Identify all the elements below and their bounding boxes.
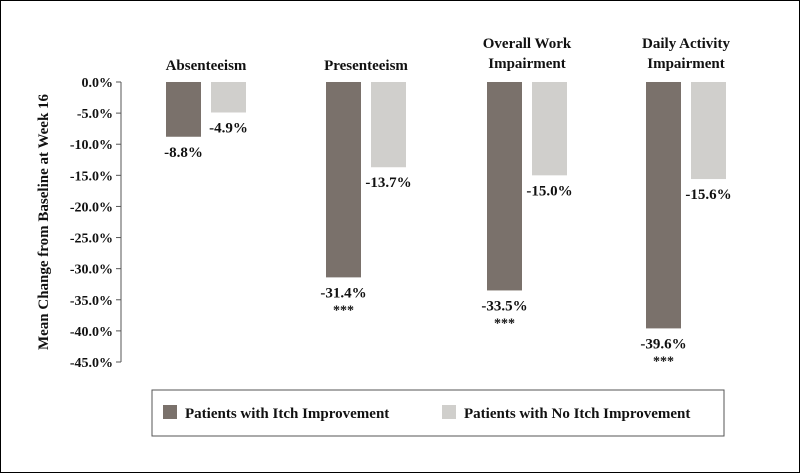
data-label: -15.0%: [526, 183, 572, 199]
y-tick-label: -30.0%: [70, 263, 113, 278]
y-tick-label: -45.0%: [70, 356, 113, 371]
legend-label: Patients with Itch Improvement: [185, 406, 389, 422]
significance-marker: ***: [494, 316, 515, 331]
data-label: -31.4%: [320, 285, 366, 301]
legend-box: [151, 389, 725, 437]
data-label: -15.6%: [685, 187, 731, 203]
bar-no-itch-improvement: [371, 82, 406, 168]
bars: [166, 82, 726, 329]
y-tick-label: -35.0%: [70, 294, 113, 309]
bar-itch-improvement: [646, 82, 681, 329]
bar-itch-improvement: [166, 82, 201, 137]
y-tick-label: -20.0%: [70, 200, 113, 215]
significance-marker: ***: [333, 303, 354, 318]
category-label: Absenteeism: [166, 58, 247, 74]
y-tick-label: 0.0%: [82, 76, 114, 91]
data-labels: -8.8% -31.4% *** -33.5% *** -39.6% *** -4.9% -13…: [164, 120, 732, 369]
data-label: -13.7%: [365, 175, 411, 191]
legend-label: Patients with No Itch Improvement: [464, 406, 690, 422]
y-axis-ticks: 0.0% -5.0% -10.0% -15.0% -20.0% -25.0% -30.0% -…: [70, 76, 121, 371]
legend-swatch: [163, 405, 177, 419]
category-label: Overall Work: [483, 36, 572, 52]
y-tick-label: -25.0%: [70, 232, 113, 247]
y-tick-label: -15.0%: [70, 169, 113, 184]
bar-no-itch-improvement: [532, 82, 567, 176]
y-tick-label: -5.0%: [77, 107, 113, 122]
bar-no-itch-improvement: [211, 82, 246, 113]
data-label: -33.5%: [481, 298, 527, 314]
legend: Patients with Itch Improvement Patients w…: [151, 389, 725, 437]
y-tick-label: -40.0%: [70, 325, 113, 340]
data-label: -39.6%: [640, 336, 686, 352]
bar-itch-improvement: [487, 82, 522, 291]
category-label: Impairment: [488, 56, 566, 72]
category-labels: Absenteeism Presenteeism Overall Work Impai…: [166, 36, 731, 74]
bar-itch-improvement: [326, 82, 361, 278]
bar-no-itch-improvement: [691, 82, 726, 180]
significance-marker: ***: [653, 354, 674, 369]
y-axis-label: Mean Change from Baseline at Week 16: [36, 93, 52, 350]
y-tick-label: -10.0%: [70, 138, 113, 153]
category-label: Daily Activity: [642, 36, 730, 52]
data-label: -8.8%: [164, 145, 203, 161]
category-label: Impairment: [647, 56, 725, 72]
legend-swatch: [442, 405, 456, 419]
category-label: Presenteeism: [324, 58, 408, 74]
data-label: -4.9%: [209, 120, 248, 136]
